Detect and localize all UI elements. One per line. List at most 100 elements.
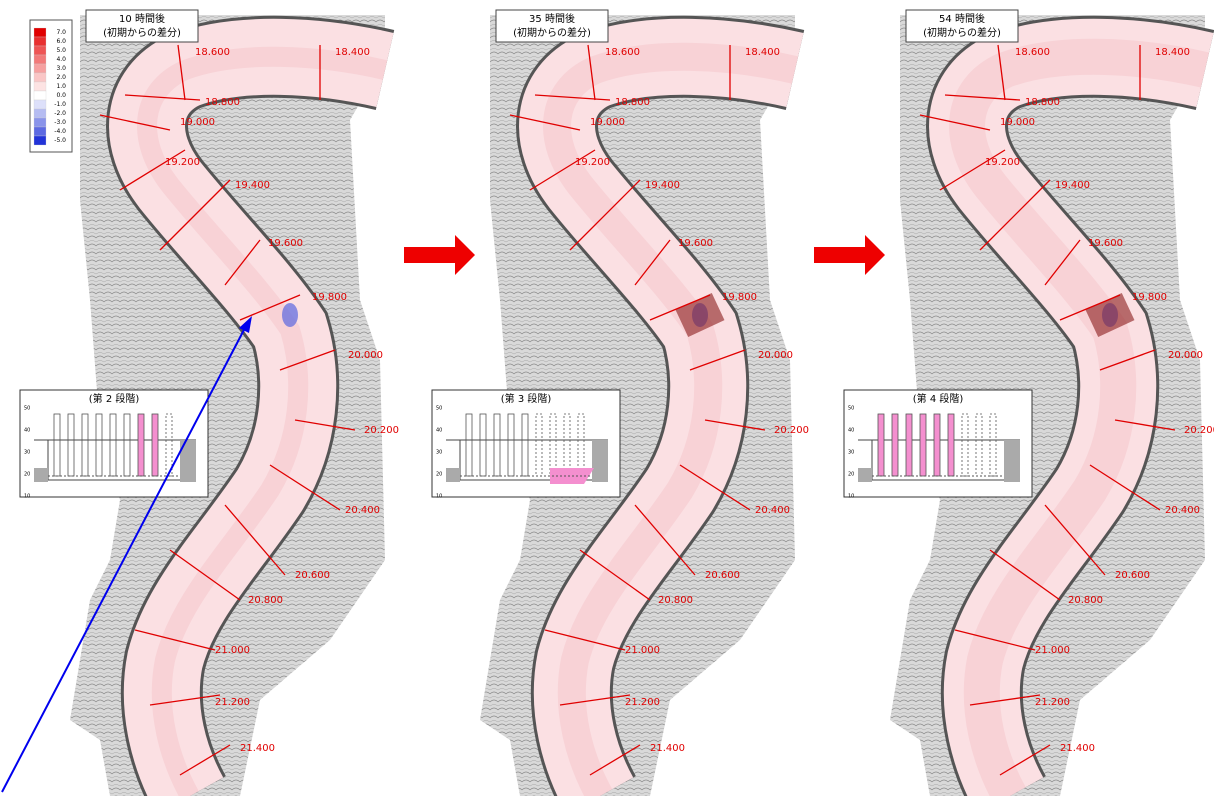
station-label: 20.200 <box>1184 425 1214 436</box>
legend-swatch <box>34 100 46 109</box>
station-label: 18.800 <box>1025 97 1060 108</box>
station-label: 19.800 <box>312 292 347 303</box>
inset-title: (第 2 段階) <box>89 392 140 405</box>
legend-label: 6.0 <box>56 38 66 45</box>
inset-tick: 50 <box>24 406 30 412</box>
station-label: 19.600 <box>1088 238 1123 249</box>
station-label: 21.000 <box>215 645 250 656</box>
inset-tick: 30 <box>24 450 30 456</box>
figure: 18.400 18.600 18.800 19.000 19.200 19.400 19.6… <box>0 0 1214 796</box>
station-label: 21.400 <box>1060 743 1095 754</box>
inset-pier <box>878 414 884 476</box>
legend-swatch <box>34 28 46 37</box>
station-label: 20.400 <box>345 505 380 516</box>
station-label: 18.400 <box>335 47 370 58</box>
legend-swatch <box>34 55 46 64</box>
station-label: 18.800 <box>615 97 650 108</box>
legend-swatch <box>34 64 46 73</box>
legend-swatch <box>34 91 46 100</box>
legend-label: 2.0 <box>56 74 66 81</box>
legend-label: -5.0 <box>54 137 66 144</box>
inset-floor <box>1004 440 1020 482</box>
legend-swatch <box>34 82 46 91</box>
legend-swatch <box>34 118 46 127</box>
inset-tick: 50 <box>436 406 442 412</box>
legend-label: -4.0 <box>54 128 66 135</box>
inset: (第 2 段階)5040302010 <box>20 390 208 500</box>
panel-subtitle: (初期からの差分) <box>923 26 1001 39</box>
legend-label: 0.0 <box>56 92 66 99</box>
legend-swatch <box>34 37 46 46</box>
legend-label: 7.0 <box>56 29 66 36</box>
station-label: 21.000 <box>625 645 660 656</box>
station-label: 19.800 <box>1132 292 1167 303</box>
panel-title: 10 時間後 <box>119 12 165 25</box>
inset-tick: 20 <box>436 472 442 478</box>
station-label: 20.600 <box>1115 570 1150 581</box>
legend-label: -1.0 <box>54 101 66 108</box>
inset-tick: 40 <box>436 428 442 434</box>
station-label: 19.400 <box>235 180 270 191</box>
inset-tick: 40 <box>24 428 30 434</box>
station-label: 19.200 <box>575 157 610 168</box>
station-label: 20.000 <box>758 350 793 361</box>
station-label: 18.600 <box>605 47 640 58</box>
inset-pier <box>138 414 144 476</box>
station-label: 20.400 <box>755 505 790 516</box>
station-label: 21.000 <box>1035 645 1070 656</box>
inset-tick: 50 <box>848 406 854 412</box>
arrow <box>814 235 885 275</box>
legend-label: 5.0 <box>56 47 66 54</box>
station-label: 20.000 <box>1168 350 1203 361</box>
station-label: 19.200 <box>165 157 200 168</box>
inset-pier <box>152 414 158 476</box>
station-label: 21.200 <box>215 697 250 708</box>
station-label: 21.400 <box>650 743 685 754</box>
station-label: 19.000 <box>180 117 215 128</box>
station-label: 19.800 <box>722 292 757 303</box>
inset-tick: 30 <box>436 450 442 456</box>
map-panel: 18.400 18.600 18.800 19.000 19.200 19.400 19.6… <box>20 10 399 796</box>
legend-swatch <box>34 136 46 145</box>
legend-swatch <box>34 46 46 55</box>
inset: (第 4 段階) 50 40 30 20 10 <box>844 390 1032 500</box>
station-label: 19.000 <box>1000 117 1035 128</box>
inset-pier <box>920 414 926 476</box>
inset-floor <box>34 468 48 482</box>
inset-tick: 30 <box>848 450 854 456</box>
map-panel: 18.40018.60018.80019.00019.20019.40019.6… <box>432 10 809 796</box>
inset-tick: 40 <box>848 428 854 434</box>
panel-subtitle: (初期からの差分) <box>513 26 591 39</box>
legend-swatch <box>34 127 46 136</box>
inset-pier <box>906 414 912 476</box>
station-label: 18.600 <box>1015 47 1050 58</box>
legend-swatch <box>34 73 46 82</box>
station-label: 19.200 <box>985 157 1020 168</box>
inset-tick: 20 <box>848 472 854 478</box>
station-label: 18.400 <box>1155 47 1190 58</box>
station-label: 19.400 <box>1055 180 1090 191</box>
station-label: 20.400 <box>1165 505 1200 516</box>
map-panel: 18.400 18.600 18.800 19.000 19.200 19.400 19.6… <box>844 10 1214 796</box>
station-label: 21.400 <box>240 743 275 754</box>
scour-area <box>282 303 298 327</box>
inset-title: (第 3 段階) <box>501 392 552 405</box>
inset-title: (第 4 段階) <box>913 392 964 405</box>
inset-tick: 10 <box>848 494 854 500</box>
legend-label: 3.0 <box>56 65 66 72</box>
legend-label: 4.0 <box>56 56 66 63</box>
station-label: 21.200 <box>1035 697 1070 708</box>
station-label: 20.200 <box>774 425 809 436</box>
station-label: 20.800 <box>1068 595 1103 606</box>
station-label: 20.600 <box>295 570 330 581</box>
legend-label: -3.0 <box>54 119 66 126</box>
station-label: 19.400 <box>645 180 680 191</box>
inset-floor <box>592 440 608 482</box>
panel-title: 35 時間後 <box>529 12 575 25</box>
station-label: 18.600 <box>195 47 230 58</box>
inset-tick: 10 <box>24 494 30 500</box>
station-label: 18.800 <box>205 97 240 108</box>
station-label: 19.600 <box>268 238 303 249</box>
station-label: 20.800 <box>658 595 693 606</box>
